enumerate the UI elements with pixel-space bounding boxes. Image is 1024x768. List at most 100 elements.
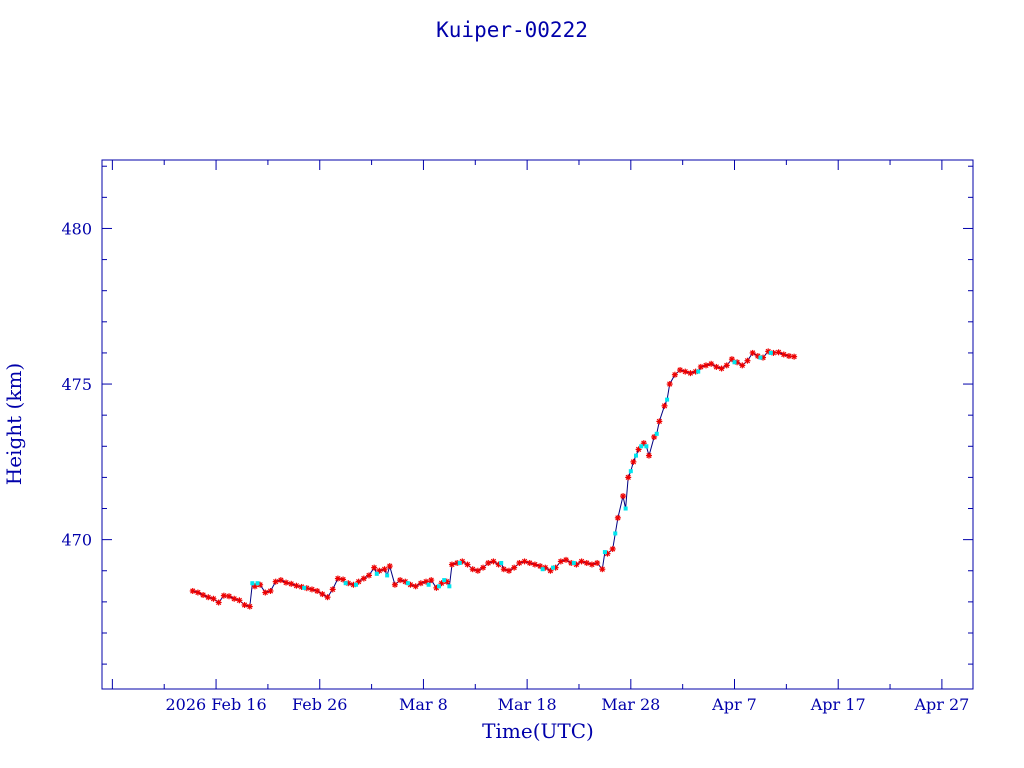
data-point-dot	[302, 585, 307, 590]
y-tick-label: 470	[61, 531, 92, 550]
data-point-star	[360, 575, 367, 582]
y-tick-label: 475	[61, 375, 92, 394]
data-point-star	[267, 587, 274, 594]
data-point-dot	[457, 560, 462, 565]
data-point-star	[319, 591, 326, 598]
data-point-dot	[374, 571, 379, 576]
data-point-star	[749, 349, 756, 356]
data-point-dot	[405, 581, 410, 586]
data-point-dot	[665, 397, 670, 402]
data-point-star	[428, 577, 435, 584]
data-point-dot	[551, 565, 556, 570]
data-point-star	[614, 514, 621, 521]
data-point-star	[246, 603, 253, 610]
data-point-dot	[436, 584, 441, 589]
x-axis-ticks	[111, 160, 943, 689]
data-point-star	[386, 563, 393, 570]
data-point-dot	[644, 444, 649, 449]
data-point-dot	[732, 360, 737, 365]
chart-title: Kuiper-00222	[436, 18, 588, 42]
data-point-star	[464, 561, 471, 568]
data-point-star	[682, 368, 689, 375]
y-axis-label: Height (km)	[2, 363, 26, 485]
data-point-star	[412, 583, 419, 590]
data-point-star	[236, 597, 243, 604]
series-line	[192, 350, 795, 608]
data-point-star	[780, 351, 787, 358]
data-point-star	[526, 559, 533, 566]
x-tick-label: Apr 7	[711, 695, 757, 714]
data-point-star	[723, 362, 730, 369]
data-point-star	[474, 567, 481, 574]
y-axis-ticks	[102, 165, 973, 665]
data-point-star	[516, 559, 523, 566]
data-point-star	[557, 558, 564, 565]
data-point-star	[702, 362, 709, 369]
data-point-star	[521, 558, 528, 565]
data-point-star	[241, 601, 248, 608]
data-point-star	[531, 561, 538, 568]
data-point-dot	[613, 531, 618, 536]
data-point-star	[469, 566, 476, 573]
data-point-dot	[447, 584, 452, 589]
data-point-star	[505, 567, 512, 574]
data-point-star	[215, 599, 222, 606]
x-axis-label: Time(UTC)	[482, 719, 594, 743]
data-point-star	[583, 559, 590, 566]
data-point-star	[791, 353, 798, 360]
data-point-star	[609, 545, 616, 552]
data-point-star	[666, 381, 673, 388]
data-point-dot	[602, 550, 607, 555]
data-point-dot	[623, 506, 628, 511]
plot-frame	[101, 159, 974, 690]
data-point-star	[671, 371, 678, 378]
data-point-dot	[696, 369, 701, 374]
x-tick-label: Mar 28	[601, 695, 660, 714]
data-point-dot	[758, 355, 763, 360]
data-point-dot	[571, 560, 576, 565]
data-point-star	[272, 578, 279, 585]
data-point-star	[775, 349, 782, 356]
data-point-dot	[426, 582, 431, 587]
data-point-star	[604, 550, 611, 557]
data-point-star	[340, 576, 347, 583]
data-point-star	[599, 566, 606, 573]
data-point-star	[645, 452, 652, 459]
data-point-star	[620, 493, 627, 500]
data-point-star	[391, 581, 398, 588]
x-tick-label: Mar 18	[498, 695, 557, 714]
data-point-star	[308, 586, 315, 593]
x-tick-label: Feb 26	[292, 695, 347, 714]
data-point-star	[661, 402, 668, 409]
data-point-star	[708, 360, 715, 367]
data-point-star	[594, 559, 601, 566]
data-point-dot	[768, 350, 773, 355]
data-point-star	[588, 561, 595, 568]
data-point-star	[417, 580, 424, 587]
data-point-star	[205, 594, 212, 601]
data-point-star	[490, 558, 497, 565]
data-point-star	[314, 587, 321, 594]
x-tick-label: Apr 27	[913, 695, 969, 714]
data-point-star	[677, 367, 684, 374]
data-point-star	[324, 594, 331, 601]
x-tick-label: 2026 Feb 16	[165, 695, 266, 714]
data-point-star	[480, 564, 487, 571]
data-point-star	[277, 577, 284, 584]
series-markers	[189, 348, 798, 610]
y-axis-tick-labels: 470 475 480	[61, 219, 92, 549]
data-point-dot	[634, 453, 639, 458]
data-point-star	[293, 582, 300, 589]
data-point-star	[283, 579, 290, 586]
data-point-star	[511, 564, 518, 571]
data-point-star	[334, 575, 341, 582]
data-point-star	[443, 578, 450, 585]
data-point-star	[656, 418, 663, 425]
data-point-star	[563, 556, 570, 563]
data-point-star	[485, 559, 492, 566]
data-point-star	[630, 458, 637, 465]
data-point-dot	[442, 578, 447, 583]
data-point-star	[718, 365, 725, 372]
data-point-star	[713, 363, 720, 370]
